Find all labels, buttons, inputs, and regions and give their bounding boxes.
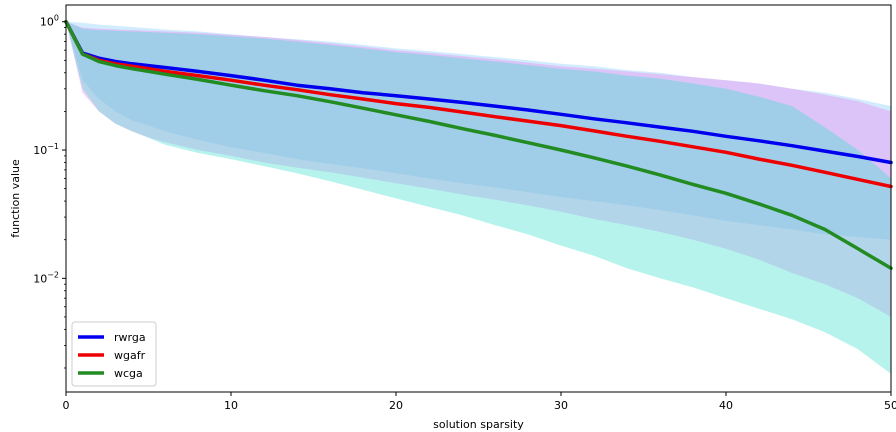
band-wgafr bbox=[66, 21, 891, 317]
y-axis-label: function value bbox=[9, 159, 22, 238]
plot-frame bbox=[65, 4, 892, 393]
x-tick-label: 50 bbox=[884, 399, 896, 412]
x-axis: 0 10 20 30 40 50 bbox=[63, 392, 896, 412]
x-tick-label: 10 bbox=[224, 399, 238, 412]
legend-label-wgafr: wgafr bbox=[114, 349, 146, 362]
x-tick-label: 0 bbox=[63, 399, 70, 412]
y-axis: 100 10−1 10−2 bbox=[33, 14, 66, 369]
line-wgafr bbox=[64, 19, 893, 189]
band-wcga bbox=[66, 21, 891, 374]
legend-label-wcga: wcga bbox=[114, 367, 143, 380]
legend: rwrga wgafr wcga bbox=[71, 321, 157, 387]
line-rwrga bbox=[64, 19, 893, 165]
y-tick-label: 10−2 bbox=[33, 270, 59, 285]
x-tick-label: 20 bbox=[389, 399, 403, 412]
legend-label-rwrga: rwrga bbox=[114, 331, 146, 344]
line-wcga bbox=[64, 19, 893, 270]
x-axis-label: solution sparsity bbox=[433, 418, 524, 431]
series-lines bbox=[64, 19, 893, 270]
y-tick-label: 10−1 bbox=[33, 142, 59, 157]
x-tick-label: 40 bbox=[719, 399, 733, 412]
x-tick-label: 30 bbox=[554, 399, 568, 412]
y-tick-label: 100 bbox=[40, 14, 59, 29]
